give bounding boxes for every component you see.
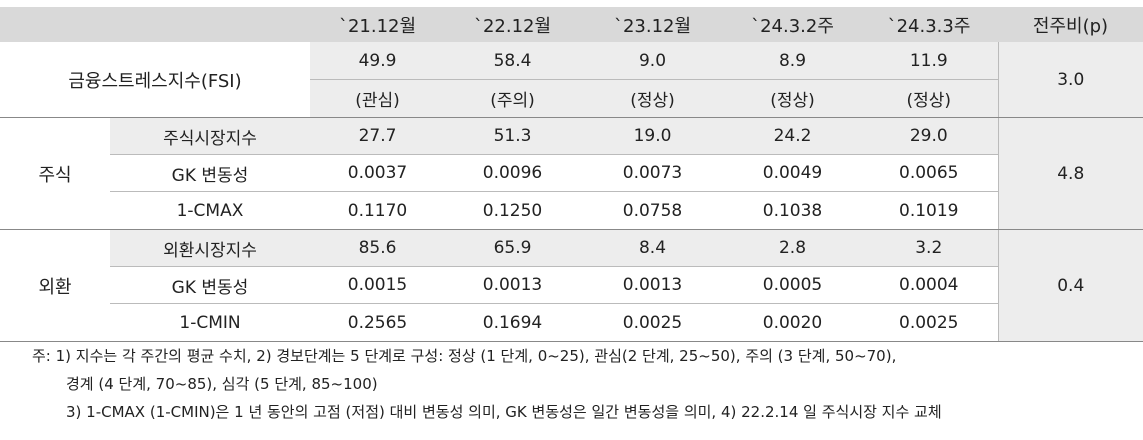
fx-cell: 0.0005 [725, 266, 860, 304]
fx-cell: 0.0025 [860, 303, 998, 342]
stock-cell: 0.1170 [310, 191, 445, 230]
footnotes: 주: 1) 지수는 각 주간의 평균 수치, 2) 경보단계는 5 단계로 구성… [32, 342, 1136, 426]
header-row: `21.12월 `22.12월 `23.12월 `24.3.2주 `24.3.3… [0, 7, 1143, 42]
fsi-status-2: (주의) [445, 79, 580, 118]
fx-cell: 85.6 [310, 229, 445, 267]
fsi-status-row: (관심) (주의) (정상) (정상) (정상) [0, 79, 1143, 118]
fsi-value-1: 49.9 [310, 42, 445, 80]
stock-cell: 24.2 [725, 117, 860, 155]
fsi-status-1: (관심) [310, 79, 445, 118]
fx-group-label: 외환 [0, 229, 110, 342]
stock-row-label: 주식시장지수 [110, 117, 310, 155]
stock-cell: 29.0 [860, 117, 998, 155]
fx-cell: 2.8 [725, 229, 860, 267]
fsi-status-5: (정상) [860, 79, 998, 118]
footnote-line-3: 3) 1-CMAX (1-CMIN)은 1 년 동안의 고점 (저점) 대비 변… [66, 403, 942, 421]
fx-change: 0.4 [997, 229, 1143, 342]
fx-cell: 8.4 [580, 229, 725, 267]
header-blank [0, 7, 310, 42]
stock-group-label: 주식 [0, 117, 110, 230]
stock-row-label: 1-CMAX [110, 191, 310, 230]
fsi-value-row: 금융스트레스지수(FSI) 49.9 58.4 9.0 8.9 11.9 3.0 [0, 42, 1143, 118]
stock-cell: 0.0758 [580, 191, 725, 230]
fx-cell: 0.2565 [310, 303, 445, 342]
fx-row-label: 1-CMIN [110, 303, 310, 342]
fx-row-2: GK 변동성 0.0015 0.0013 0.0013 0.0005 0.000… [0, 266, 1143, 304]
fx-cell: 0.0013 [580, 266, 725, 304]
stock-cell: 0.0065 [860, 154, 998, 192]
fsi-value-3: 9.0 [580, 42, 725, 80]
fsi-status-4: (정상) [725, 79, 860, 118]
stock-cell: 0.1038 [725, 191, 860, 230]
fsi-value-2: 58.4 [445, 42, 580, 80]
fsi-status-3: (정상) [580, 79, 725, 118]
stock-cell: 27.7 [310, 117, 445, 155]
header-col-1: `21.12월 [310, 7, 445, 42]
stock-cell: 0.1250 [445, 191, 580, 230]
fx-cell: 0.0020 [725, 303, 860, 342]
stock-cell: 0.1019 [860, 191, 998, 230]
fx-row-3: 1-CMIN 0.2565 0.1694 0.0025 0.0020 0.002… [0, 303, 1143, 342]
fx-cell: 65.9 [445, 229, 580, 267]
stock-row-1: 주식 주식시장지수 27.7 51.3 19.0 24.2 29.0 4.8 [0, 117, 1143, 230]
fx-row-label: 외환시장지수 [110, 229, 310, 267]
header-col-4: `24.3.2주 [725, 7, 860, 42]
fx-cell: 3.2 [860, 229, 998, 267]
stock-cell: 0.0096 [445, 154, 580, 192]
fx-cell: 0.0025 [580, 303, 725, 342]
stock-cell: 0.0037 [310, 154, 445, 192]
fsi-value-5: 11.9 [860, 42, 998, 80]
stock-row-3: 1-CMAX 0.1170 0.1250 0.0758 0.1038 0.101… [0, 191, 1143, 230]
header-col-2: `22.12월 [445, 7, 580, 42]
fsi-table: `21.12월 `22.12월 `23.12월 `24.3.2주 `24.3.3… [0, 7, 1143, 342]
stock-cell: 0.0073 [580, 154, 725, 192]
stock-cell: 0.0049 [725, 154, 860, 192]
footnote-line-2: 경계 (4 단계, 70~85), 심각 (5 단계, 85~100) [66, 375, 378, 393]
footnote-line-1: 주: 1) 지수는 각 주간의 평균 수치, 2) 경보단계는 5 단계로 구성… [32, 347, 897, 365]
header-col-3: `23.12월 [580, 7, 725, 42]
fsi-value-4: 8.9 [725, 42, 860, 80]
fx-cell: 0.0004 [860, 266, 998, 304]
fsi-change: 3.0 [997, 42, 1143, 118]
fsi-label: 금융스트레스지수(FSI) [0, 42, 310, 118]
fx-cell: 0.1694 [445, 303, 580, 342]
stock-cell: 51.3 [445, 117, 580, 155]
stock-row-2: GK 변동성 0.0037 0.0096 0.0073 0.0049 0.006… [0, 154, 1143, 192]
fx-row-label: GK 변동성 [110, 266, 310, 304]
stock-change: 4.8 [997, 117, 1143, 230]
fx-cell: 0.0013 [445, 266, 580, 304]
fx-row-1: 외환 외환시장지수 85.6 65.9 8.4 2.8 3.2 0.4 [0, 229, 1143, 342]
fx-cell: 0.0015 [310, 266, 445, 304]
header-col-change: 전주비(p) [998, 7, 1143, 42]
stock-row-label: GK 변동성 [110, 154, 310, 192]
header-col-5: `24.3.3주 [860, 7, 998, 42]
stock-cell: 19.0 [580, 117, 725, 155]
